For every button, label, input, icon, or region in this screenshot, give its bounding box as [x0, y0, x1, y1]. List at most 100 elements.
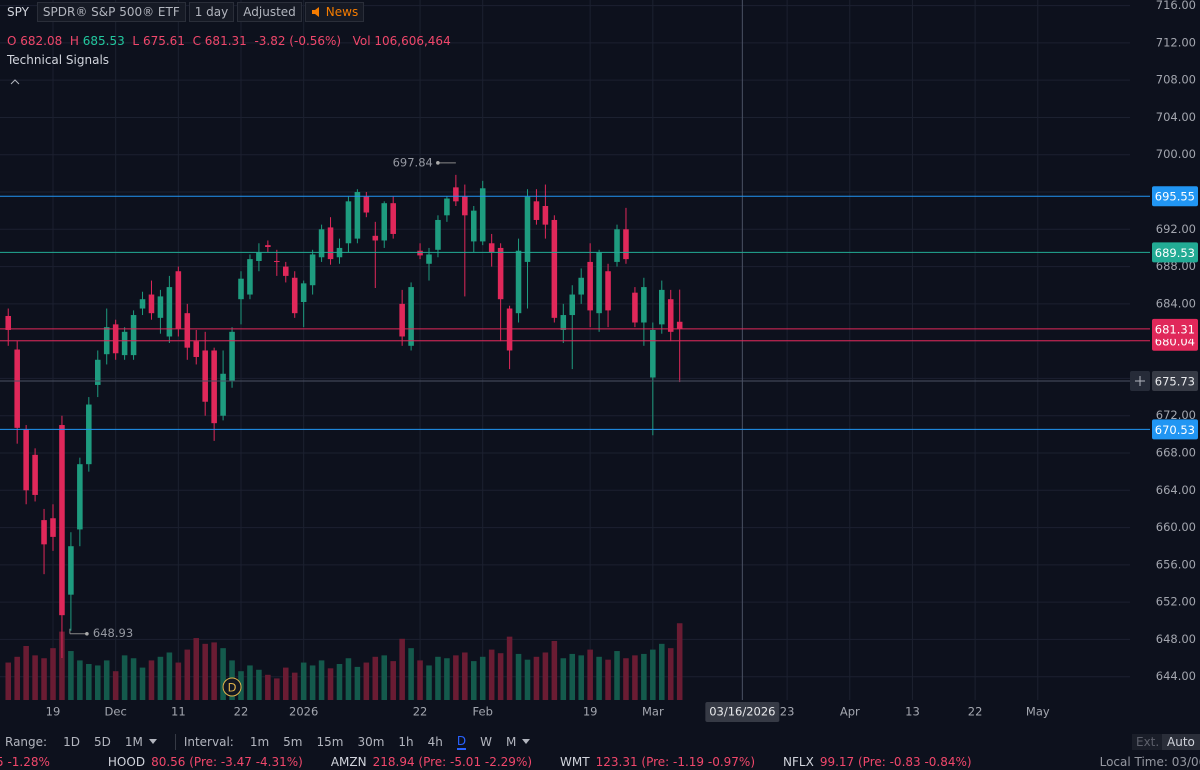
candle-body: [515, 250, 522, 314]
volume-bar: [542, 652, 549, 700]
candle-body: [265, 245, 271, 248]
range-button[interactable]: 5D: [93, 735, 111, 749]
candle-body: [112, 324, 119, 354]
candle-body: [408, 287, 414, 346]
volume-bar: [578, 655, 584, 700]
volume-bar: [596, 656, 602, 700]
candle-body: [23, 429, 29, 491]
annotation-label: 648.93: [93, 626, 133, 640]
ticker-quote: Local Time: 03/06/2026: [1099, 754, 1200, 769]
ticker-item: AMZN 218.94 (Pre: -5.01 -2.29%): [331, 755, 532, 769]
volume-bar: [551, 640, 558, 700]
range-button[interactable]: 1M: [124, 735, 143, 749]
dropdown-icon: [148, 739, 157, 744]
interval-button[interactable]: 1 day: [188, 2, 235, 22]
collapse-icon[interactable]: [10, 78, 20, 86]
volume-bar: [265, 674, 271, 700]
candle-body: [381, 203, 388, 241]
candle-body: [551, 219, 558, 318]
adjust-button[interactable]: Adjusted: [237, 2, 302, 22]
candle-body: [641, 287, 647, 323]
volume-bar: [462, 652, 468, 700]
candle-body: [632, 292, 638, 323]
candle-body: [345, 201, 352, 244]
volume-bar: [256, 669, 262, 700]
interval-button[interactable]: M: [506, 735, 517, 749]
interval-button[interactable]: D: [456, 734, 467, 750]
ext-button[interactable]: Ext.: [1132, 734, 1164, 750]
ohlc-legend: O 682.08 H 685.53 L 675.61 C 681.31 -3.8…: [7, 34, 451, 48]
crosshair-price: 675.73: [1155, 374, 1195, 388]
candle-body: [50, 518, 56, 537]
volume-bar: [148, 660, 155, 700]
candle-body: [453, 187, 459, 202]
candle-body: [229, 331, 235, 382]
candle-body: [578, 277, 584, 295]
ticker-item: HOOD 80.56 (Pre: -3.47 -4.31%): [108, 755, 303, 769]
y-tick-label: 704.00: [1156, 110, 1196, 124]
volume-bar: [408, 648, 414, 700]
candle-body: [32, 454, 38, 495]
header-bar: SPY SPDR® S&P 500® ETF 1 day Adjusted Ne…: [7, 2, 367, 22]
candle-body: [444, 198, 450, 216]
interval-button[interactable]: 1m: [249, 735, 270, 749]
volume-bar: [300, 662, 307, 700]
candle-body: [282, 266, 289, 276]
volume-bar: [282, 667, 289, 700]
l-label: L: [132, 34, 140, 48]
candle-body: [94, 359, 101, 385]
candle-body: [506, 308, 513, 351]
candle-body: [542, 205, 549, 225]
candle-body: [318, 229, 325, 258]
interval-button[interactable]: 30m: [357, 735, 385, 749]
volume-bar: [14, 656, 20, 700]
candle-body: [256, 252, 262, 261]
volume-bar: [479, 656, 486, 700]
y-tick-label: 712.00: [1156, 35, 1196, 49]
ticker-quote: 99.17 (Pre: -0.83 -0.84%): [819, 754, 972, 769]
candle-body: [667, 299, 674, 332]
ticker-quote: 5 -1.28%: [0, 754, 50, 769]
price-label: 689.53: [1155, 246, 1195, 260]
crosshair-date: 03/16/2026: [709, 705, 775, 719]
volume-bar: [211, 642, 217, 700]
news-icon: [311, 7, 319, 17]
price-label: 670.53: [1155, 423, 1195, 437]
candle-body: [327, 227, 334, 260]
x-tick-label: 13: [905, 705, 920, 719]
volume-bar: [390, 661, 396, 700]
ticker-item: WMT 123.31 (Pre: -1.19 -0.97%): [560, 755, 755, 769]
candle-body: [479, 188, 486, 242]
y-tick-label: 644.00: [1156, 669, 1196, 683]
range-button[interactable]: 1D: [63, 735, 80, 749]
auto-button[interactable]: Auto: [1162, 734, 1200, 750]
interval-button[interactable]: 15m: [316, 735, 344, 749]
instrument-name[interactable]: SPDR® S&P 500® ETF: [36, 2, 186, 22]
candle-body: [41, 520, 47, 545]
volume-bar: [23, 646, 29, 700]
interval-button[interactable]: 5m: [283, 735, 303, 749]
candle-body: [435, 219, 441, 250]
candle-body: [139, 299, 146, 309]
dividend-marker[interactable]: [222, 677, 242, 697]
volume-bar: [318, 660, 325, 700]
ticker-symbol: HOOD: [107, 754, 146, 769]
volume-bar: [667, 648, 674, 700]
price-label-box: [1152, 318, 1198, 339]
x-tick-label: 19: [46, 705, 61, 719]
interval-button[interactable]: W: [480, 735, 493, 749]
price-label-box: [1152, 419, 1198, 440]
interval-button[interactable]: 4h: [427, 735, 443, 749]
candle-body: [614, 229, 620, 262]
news-button[interactable]: News: [304, 2, 365, 22]
volume-bar: [193, 638, 200, 700]
volume-bar: [641, 653, 647, 700]
volume-bar: [41, 658, 47, 700]
interval-button[interactable]: 1h: [398, 735, 414, 749]
candle-body: [426, 254, 432, 264]
y-tick-label: 660.00: [1156, 520, 1196, 534]
volume-bar: [112, 671, 119, 700]
technical-signals[interactable]: Technical Signals: [7, 53, 110, 67]
volume-bar: [650, 649, 656, 700]
